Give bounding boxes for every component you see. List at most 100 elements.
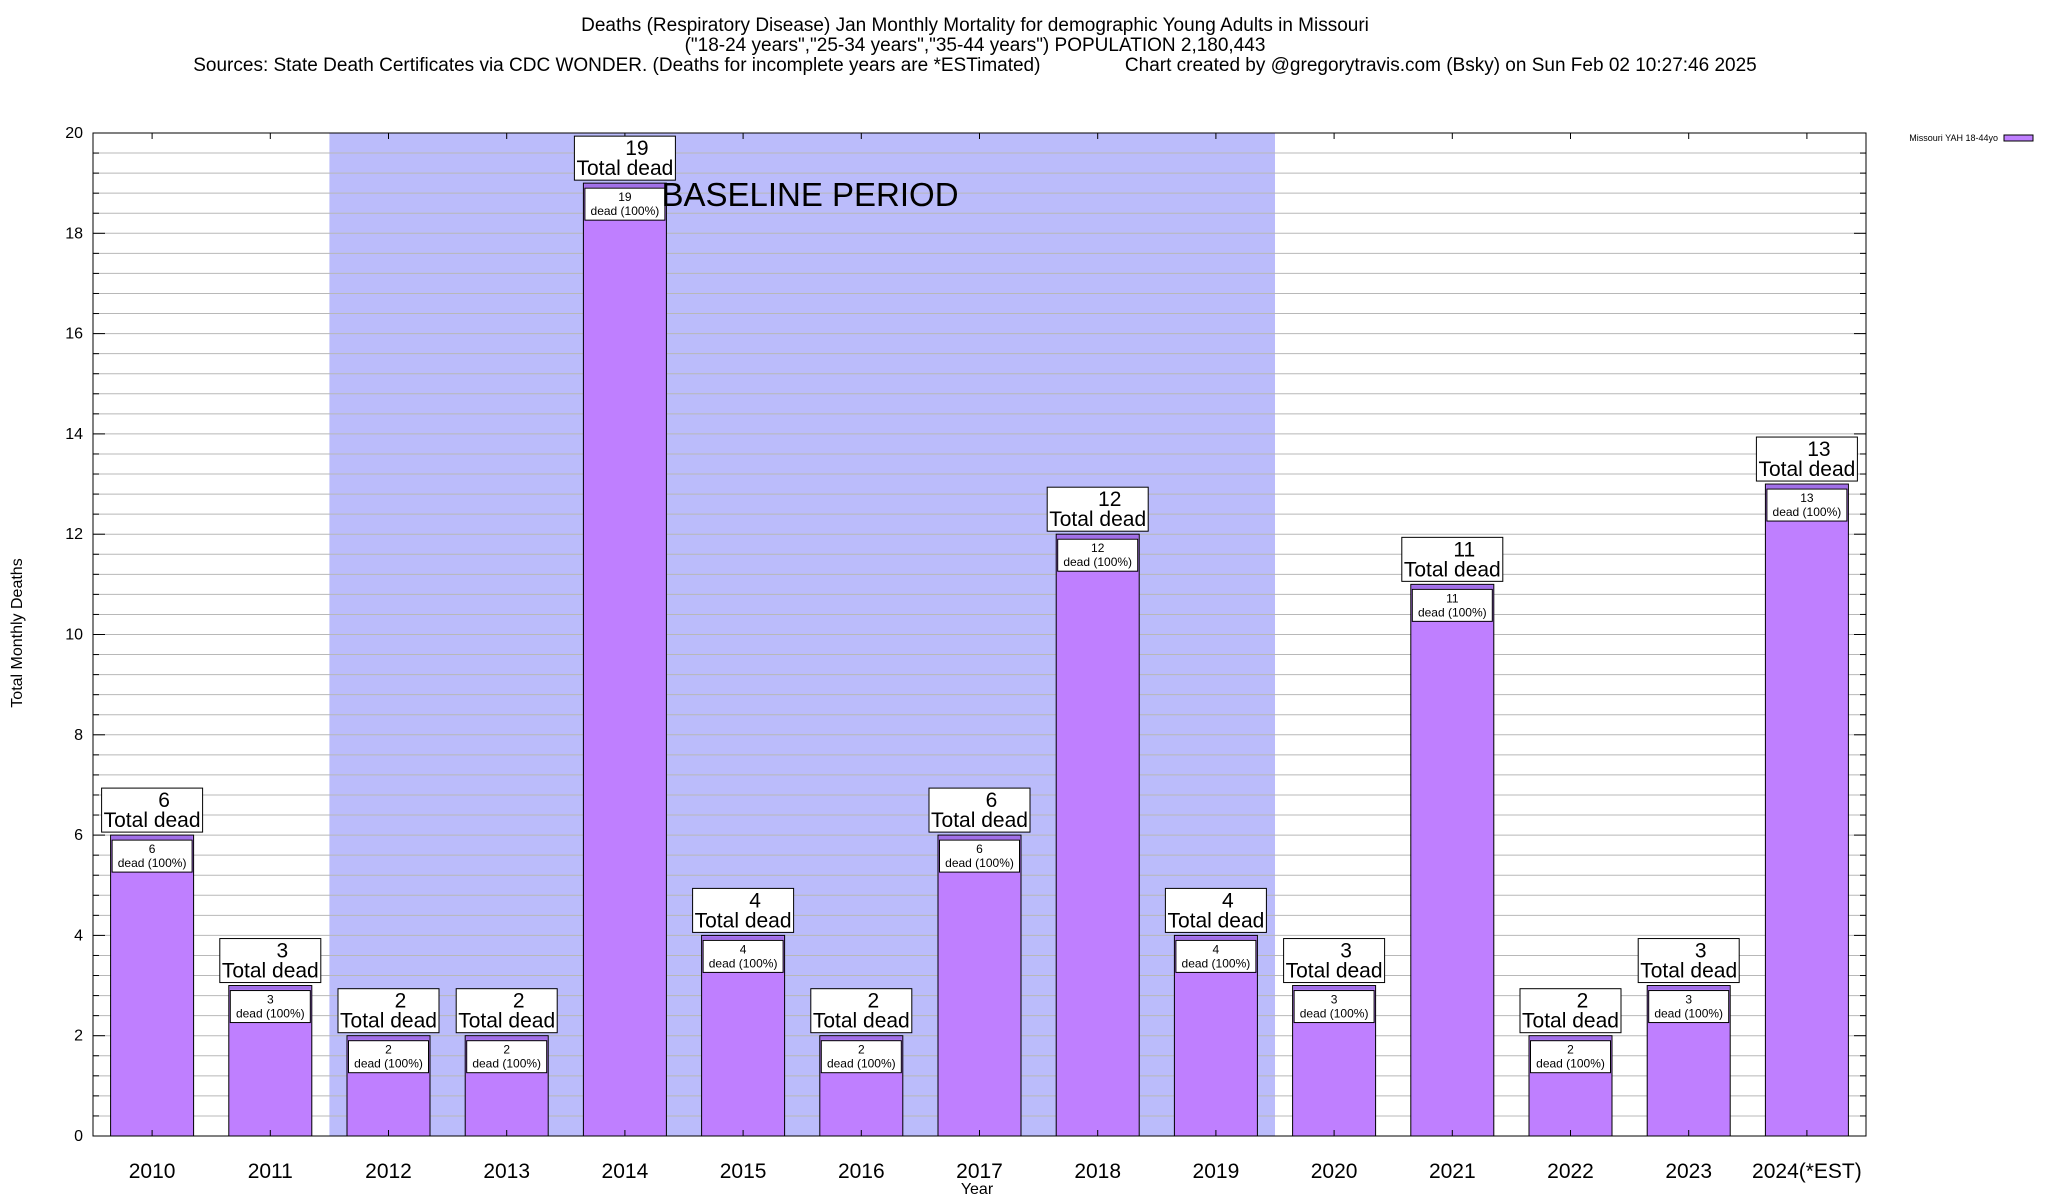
x-tick-label-2021: 2021 bbox=[1429, 1160, 1476, 1183]
inner-label-count-2023: 3 bbox=[1685, 993, 1692, 1007]
legend-label: Missouri YAH 18-44yo bbox=[1909, 133, 1998, 143]
inner-label-text-2018: dead (100%) bbox=[1063, 555, 1132, 569]
total-label-count-2024(*EST): 13 bbox=[1807, 438, 1830, 461]
total-label-text-2015: Total dead bbox=[695, 909, 792, 932]
total-label-box-2012 bbox=[337, 988, 440, 1034]
inner-label-box-2018 bbox=[1057, 538, 1139, 572]
bar-top-2021 bbox=[1411, 585, 1493, 589]
total-label-count-2020: 3 bbox=[1340, 940, 1352, 963]
total-label-count-2019: 4 bbox=[1222, 889, 1234, 912]
y-tick-label: 12 bbox=[65, 526, 83, 543]
total-label-box-2022 bbox=[1519, 988, 1622, 1034]
total-label-box-2017 bbox=[928, 787, 1031, 833]
bar-top-2011 bbox=[229, 986, 311, 990]
bar-top-2019 bbox=[1175, 936, 1257, 940]
inner-label-text-2016: dead (100%) bbox=[827, 1057, 896, 1071]
chart-title-line-1: Deaths (Respiratory Disease) Jan Monthly… bbox=[581, 15, 1369, 36]
total-label-count-2016: 2 bbox=[867, 990, 879, 1013]
inner-label-text-2024(*EST): dead (100%) bbox=[1773, 505, 1842, 519]
total-label-box-2016 bbox=[810, 988, 913, 1034]
bar-top-2014 bbox=[584, 184, 666, 188]
inner-label-box-2019 bbox=[1175, 939, 1257, 973]
x-axis-label: Year bbox=[961, 1181, 994, 1198]
inner-label-count-2015: 4 bbox=[740, 942, 747, 956]
bar-top-2015 bbox=[702, 936, 784, 940]
inner-label-count-2021: 11 bbox=[1446, 591, 1459, 605]
inner-label-text-2019: dead (100%) bbox=[1182, 956, 1251, 970]
y-tick-label: 10 bbox=[65, 627, 83, 644]
y-tick-label: 6 bbox=[74, 827, 83, 844]
inner-label-box-2021 bbox=[1411, 588, 1493, 622]
x-tick-label-2010: 2010 bbox=[129, 1160, 176, 1183]
inner-label-text-2015: dead (100%) bbox=[709, 956, 778, 970]
total-label-text-2016: Total dead bbox=[813, 1010, 910, 1033]
y-tick-label: 20 bbox=[65, 125, 83, 142]
inner-label-text-2022: dead (100%) bbox=[1536, 1057, 1605, 1071]
inner-label-text-2017: dead (100%) bbox=[945, 856, 1014, 870]
x-tick-label-2020: 2020 bbox=[1311, 1160, 1358, 1183]
bar-2018 bbox=[1055, 533, 1140, 1137]
x-tick-label-2013: 2013 bbox=[483, 1160, 530, 1183]
y-tick-label: 16 bbox=[65, 326, 83, 343]
total-label-count-2013: 2 bbox=[513, 990, 525, 1013]
x-tick-label-2017: 2017 bbox=[956, 1160, 1003, 1183]
bar-top-2018 bbox=[1057, 535, 1139, 539]
baseline-period-label: BASELINE PERIOD bbox=[661, 176, 958, 213]
y-axis-label: Total Monthly Deaths bbox=[9, 558, 26, 707]
bar-top-2020 bbox=[1293, 986, 1375, 990]
x-tick-label-2016: 2016 bbox=[838, 1160, 885, 1183]
x-tick-label-2024(*EST): 2024(*EST) bbox=[1752, 1160, 1862, 1183]
total-label-text-2020: Total dead bbox=[1286, 960, 1383, 983]
total-label-count-2014: 19 bbox=[625, 137, 648, 160]
inner-label-text-2023: dead (100%) bbox=[1654, 1007, 1723, 1021]
bar-top-2024(*EST) bbox=[1766, 485, 1848, 489]
y-tick-label: 8 bbox=[74, 727, 83, 744]
total-label-box-2020 bbox=[1283, 938, 1386, 984]
x-tick-label-2019: 2019 bbox=[1193, 1160, 1240, 1183]
y-tick-label: 4 bbox=[74, 927, 83, 944]
total-label-text-2024(*EST): Total dead bbox=[1758, 458, 1855, 481]
x-tick-label-2014: 2014 bbox=[602, 1160, 649, 1183]
total-label-text-2023: Total dead bbox=[1640, 960, 1737, 983]
inner-label-count-2017: 6 bbox=[976, 842, 983, 856]
x-tick-label-2022: 2022 bbox=[1547, 1160, 1594, 1183]
total-label-box-2010 bbox=[101, 787, 204, 833]
x-tick-label-2018: 2018 bbox=[1074, 1160, 1121, 1183]
total-label-text-2022: Total dead bbox=[1522, 1010, 1619, 1033]
y-tick-label: 18 bbox=[65, 225, 83, 242]
inner-label-text-2021: dead (100%) bbox=[1418, 605, 1487, 619]
total-label-box-2013 bbox=[455, 988, 558, 1034]
total-label-text-2012: Total dead bbox=[340, 1010, 437, 1033]
inner-label-box-2012 bbox=[348, 1040, 429, 1074]
total-label-box-2014 bbox=[573, 135, 676, 181]
total-label-count-2018: 12 bbox=[1098, 488, 1121, 511]
y-tick-label: 2 bbox=[74, 1028, 83, 1045]
bar-top-2023 bbox=[1648, 986, 1730, 990]
inner-label-count-2019: 4 bbox=[1213, 942, 1220, 956]
chart-title-line-3: Sources: State Death Certificates via CD… bbox=[193, 55, 1757, 76]
total-label-text-2013: Total dead bbox=[458, 1010, 555, 1033]
legend-swatch bbox=[2003, 134, 2034, 142]
bar-2021 bbox=[1410, 583, 1495, 1137]
y-tick-label: 0 bbox=[74, 1128, 83, 1145]
total-label-count-2017: 6 bbox=[986, 789, 998, 812]
bar-2010 bbox=[110, 834, 195, 1137]
bar-2014 bbox=[582, 182, 667, 1137]
bar-top-2010 bbox=[111, 836, 193, 840]
total-label-count-2012: 2 bbox=[395, 990, 407, 1013]
inner-label-box-2023 bbox=[1648, 990, 1730, 1024]
bar-top-2012 bbox=[348, 1036, 429, 1040]
total-label-box-2015 bbox=[692, 887, 795, 933]
total-label-box-2011 bbox=[219, 938, 322, 984]
y-tick-label: 14 bbox=[65, 426, 83, 443]
total-label-text-2019: Total dead bbox=[1167, 909, 1264, 932]
total-label-count-2021: 11 bbox=[1453, 538, 1475, 561]
inner-label-text-2011: dead (100%) bbox=[236, 1007, 305, 1021]
inner-label-box-2014 bbox=[584, 187, 666, 221]
bar-top-2017 bbox=[939, 836, 1020, 840]
x-tick-label-2023: 2023 bbox=[1665, 1160, 1712, 1183]
inner-label-count-2022: 2 bbox=[1567, 1043, 1574, 1057]
total-label-count-2010: 6 bbox=[158, 789, 170, 812]
inner-label-box-2022 bbox=[1530, 1040, 1611, 1074]
inner-label-count-2014: 19 bbox=[618, 190, 632, 204]
